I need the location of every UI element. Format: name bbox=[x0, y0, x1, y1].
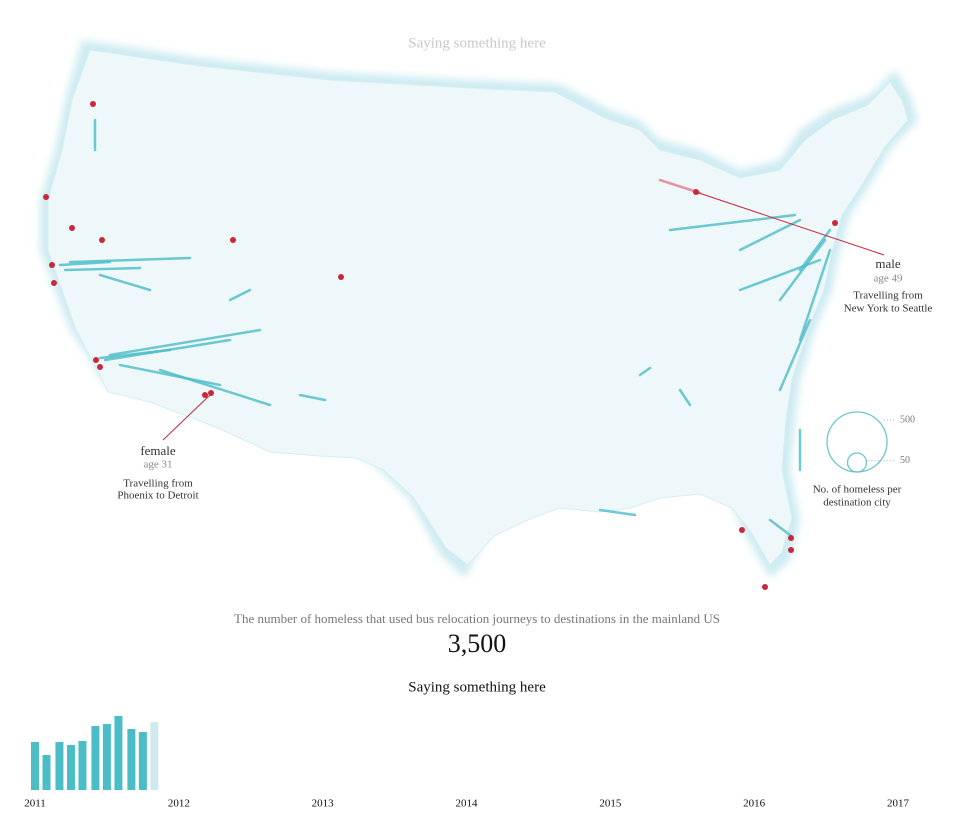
subtitle: Saying something here bbox=[408, 679, 546, 695]
x-tick-label: 2012 bbox=[168, 798, 190, 810]
legend-label: 500 bbox=[900, 414, 915, 425]
city bbox=[93, 357, 99, 363]
annotation-text: Phoenix to Detroit bbox=[117, 490, 198, 502]
city bbox=[338, 274, 344, 280]
legend-title: destination city bbox=[823, 497, 891, 509]
annotation-leader bbox=[162, 394, 211, 441]
map bbox=[40, 40, 918, 590]
annotation-age: age 49 bbox=[873, 273, 903, 285]
city bbox=[90, 101, 96, 107]
city bbox=[230, 237, 236, 243]
bar bbox=[78, 741, 87, 790]
city bbox=[788, 535, 794, 541]
legend-title: No. of homeless per bbox=[813, 484, 902, 496]
city bbox=[51, 280, 57, 286]
city bbox=[693, 189, 699, 195]
bar bbox=[42, 755, 51, 790]
x-tick-label: 2013 bbox=[312, 798, 335, 810]
map-title: Saying something here bbox=[408, 35, 546, 51]
bar bbox=[66, 745, 75, 790]
x-tick-label: 2014 bbox=[456, 798, 479, 810]
x-tick-label: 2015 bbox=[599, 798, 622, 810]
us-land bbox=[47, 49, 909, 566]
city bbox=[762, 584, 768, 590]
city bbox=[69, 225, 75, 231]
legend-label: 50 bbox=[900, 455, 910, 466]
city bbox=[832, 220, 838, 226]
legend-circle bbox=[846, 452, 868, 473]
bar bbox=[31, 742, 39, 790]
bar bbox=[138, 732, 147, 790]
bar bbox=[114, 716, 123, 790]
annotation-leader bbox=[695, 191, 885, 256]
x-tick-label: 2016 bbox=[743, 798, 766, 810]
cities bbox=[43, 101, 838, 590]
bar bbox=[102, 724, 111, 790]
annotation-label: female bbox=[140, 443, 176, 458]
total: 3,500 bbox=[448, 629, 507, 658]
city bbox=[43, 194, 49, 200]
city bbox=[739, 527, 745, 533]
size-legend: 500 50 bbox=[826, 411, 915, 473]
bar bbox=[55, 742, 64, 790]
caption: The number of homeless that used bus rel… bbox=[234, 611, 720, 626]
annotation-age: age 31 bbox=[143, 459, 172, 471]
city bbox=[49, 262, 55, 268]
city bbox=[208, 390, 214, 396]
city bbox=[97, 364, 103, 370]
bar bbox=[91, 726, 100, 790]
city bbox=[788, 547, 794, 553]
annotation-label: male bbox=[875, 256, 900, 271]
x-tick-label: 2017 bbox=[887, 798, 910, 810]
flow-streaks bbox=[58, 118, 832, 537]
bar bbox=[150, 722, 159, 790]
legend-circle bbox=[826, 411, 888, 473]
bar bbox=[127, 729, 136, 790]
annotation-text: Travelling from bbox=[853, 290, 923, 302]
annotation-text: Travelling from bbox=[123, 478, 193, 490]
timeline-chart: 2011 2012 2013 2014 2015 2016 2017 bbox=[24, 716, 910, 810]
annotation-text: New York to Seattle bbox=[844, 303, 933, 315]
city bbox=[202, 392, 208, 398]
city bbox=[99, 237, 105, 243]
x-tick-label: 2011 bbox=[24, 798, 46, 810]
